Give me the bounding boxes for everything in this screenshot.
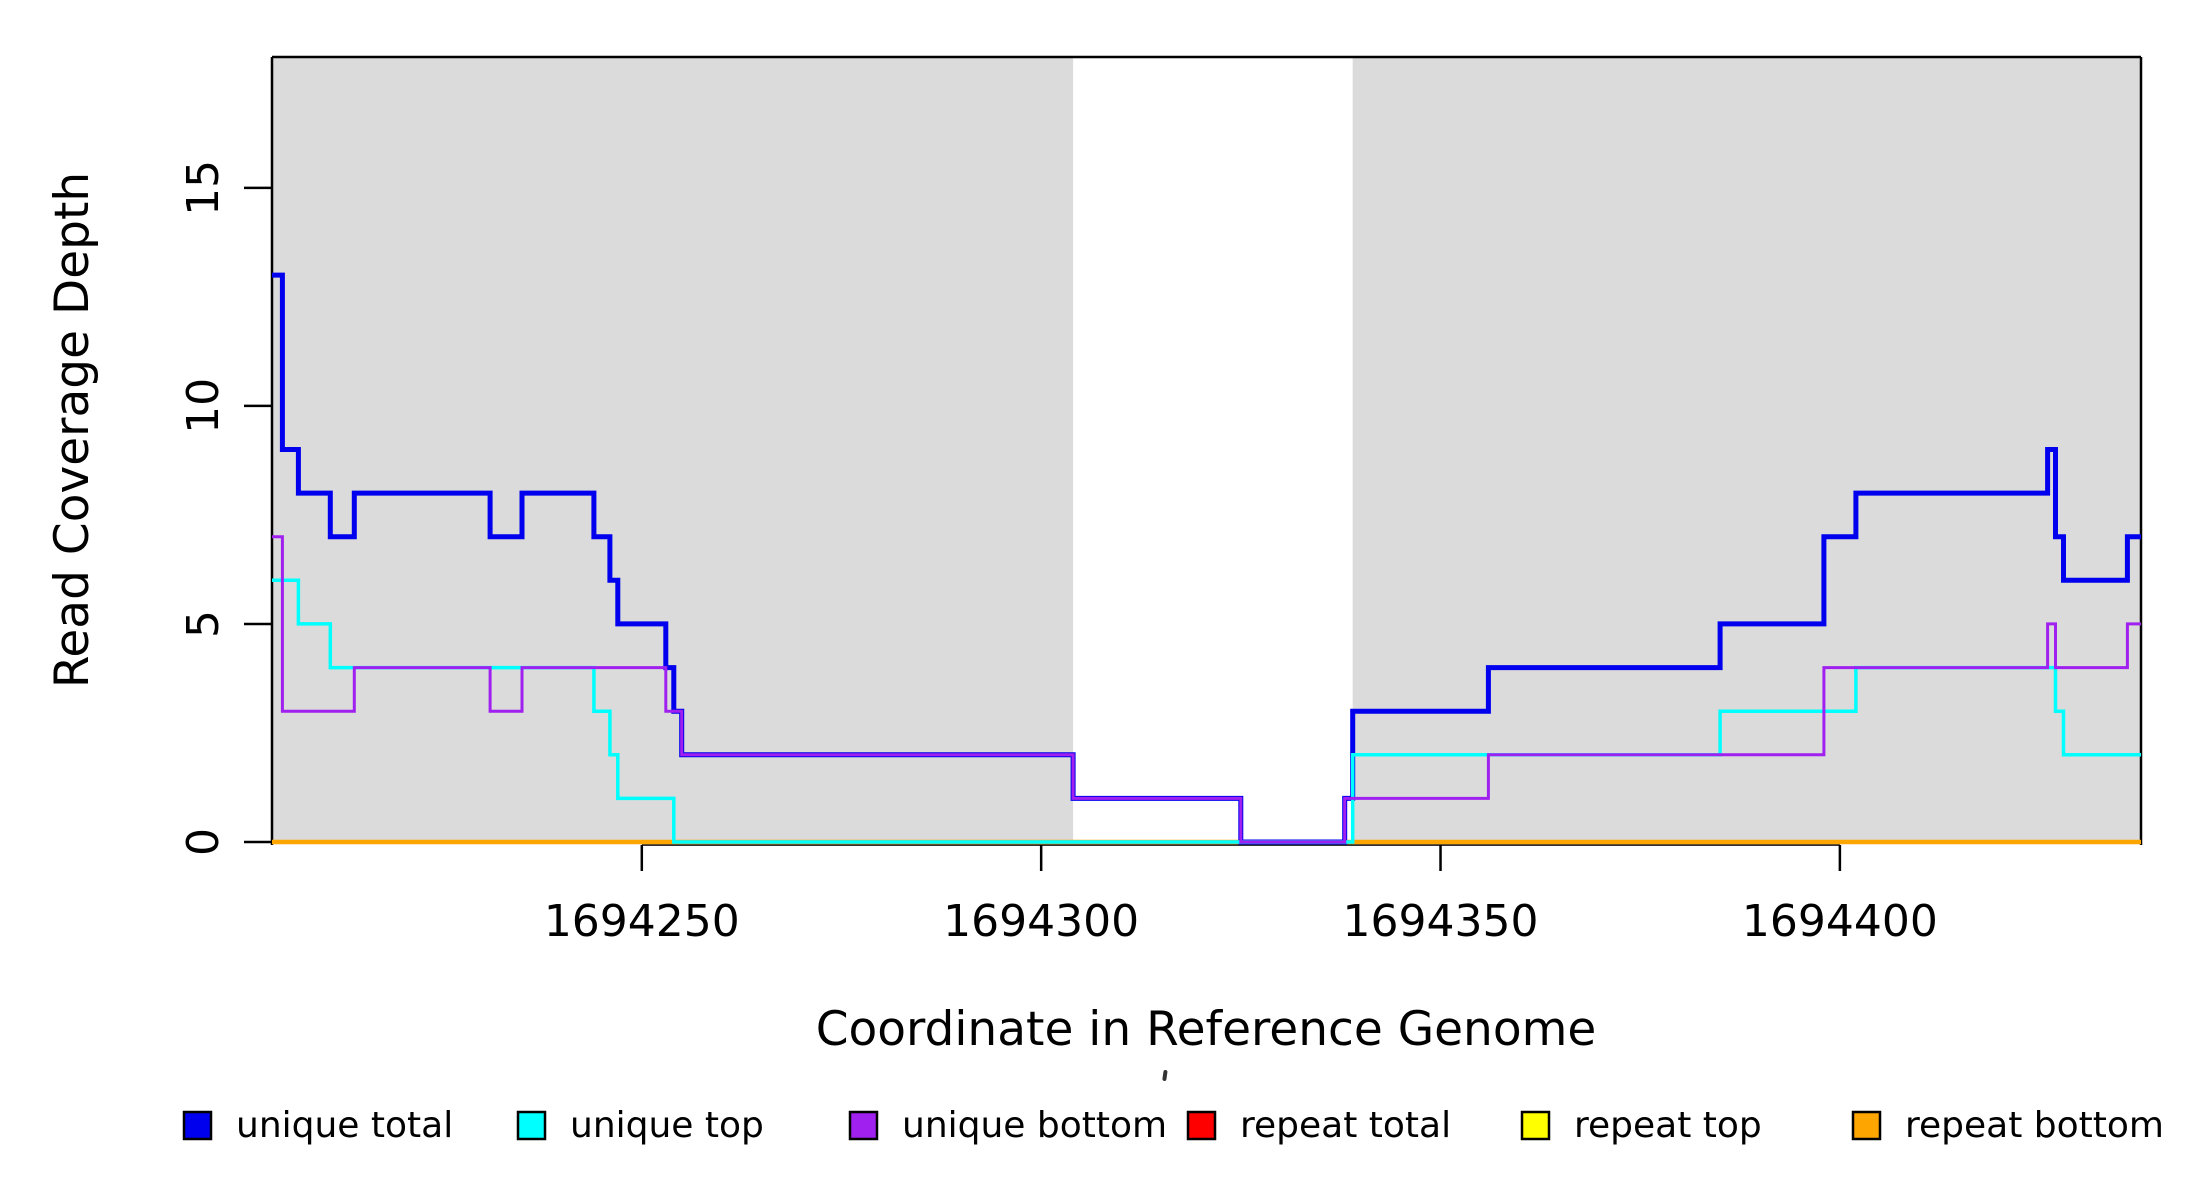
legend-label-repeat-total: repeat total	[1240, 1105, 1451, 1146]
series-line-unique-top	[272, 578, 2141, 844]
legend-swatch-unique-total	[182, 1110, 213, 1141]
legend-swatch-unique-top	[516, 1110, 547, 1141]
legend-swatch-unique-bottom	[848, 1110, 879, 1141]
axes: 1694250 1694300 1694350 1694400 0 5 10 15	[178, 160, 1938, 947]
series-lines	[272, 272, 2141, 845]
x-tick-label: 1694300	[943, 896, 1139, 947]
y-tick-label: 5	[178, 610, 229, 638]
legend: unique total unique top unique bottom repea…	[182, 1105, 2164, 1146]
x-axis-title: Coordinate in Reference Genome	[816, 1002, 1597, 1057]
y-axis-title: Read Coverage Depth	[45, 172, 100, 688]
legend-swatch-repeat-total	[1186, 1110, 1217, 1141]
legend-label-repeat-top: repeat top	[1574, 1105, 1762, 1146]
x-tick-label: 1694250	[544, 896, 740, 947]
y-tick-label: 15	[178, 160, 229, 216]
x-tick-label: 1694400	[1742, 896, 1938, 947]
y-tick-label: 10	[178, 378, 229, 434]
stray-mark	[1162, 1070, 1168, 1081]
y-tick-label: 0	[178, 828, 229, 856]
legend-label-repeat-bottom: repeat bottom	[1905, 1105, 2164, 1146]
shaded-region-right-unique-region	[1352, 58, 2141, 842]
legend-swatch-repeat-top	[1520, 1110, 1551, 1141]
series-line-unique-bottom	[272, 535, 2141, 844]
legend-label-unique-total: unique total	[236, 1105, 453, 1146]
legend-label-unique-bottom: unique bottom	[902, 1105, 1167, 1146]
x-tick-label: 1694350	[1343, 896, 1539, 947]
legend-label-unique-top: unique top	[570, 1105, 764, 1146]
legend-swatch-repeat-bottom	[1851, 1110, 1882, 1141]
shaded-region-left-unique-region	[272, 58, 1074, 842]
shaded-regions	[272, 58, 2141, 842]
